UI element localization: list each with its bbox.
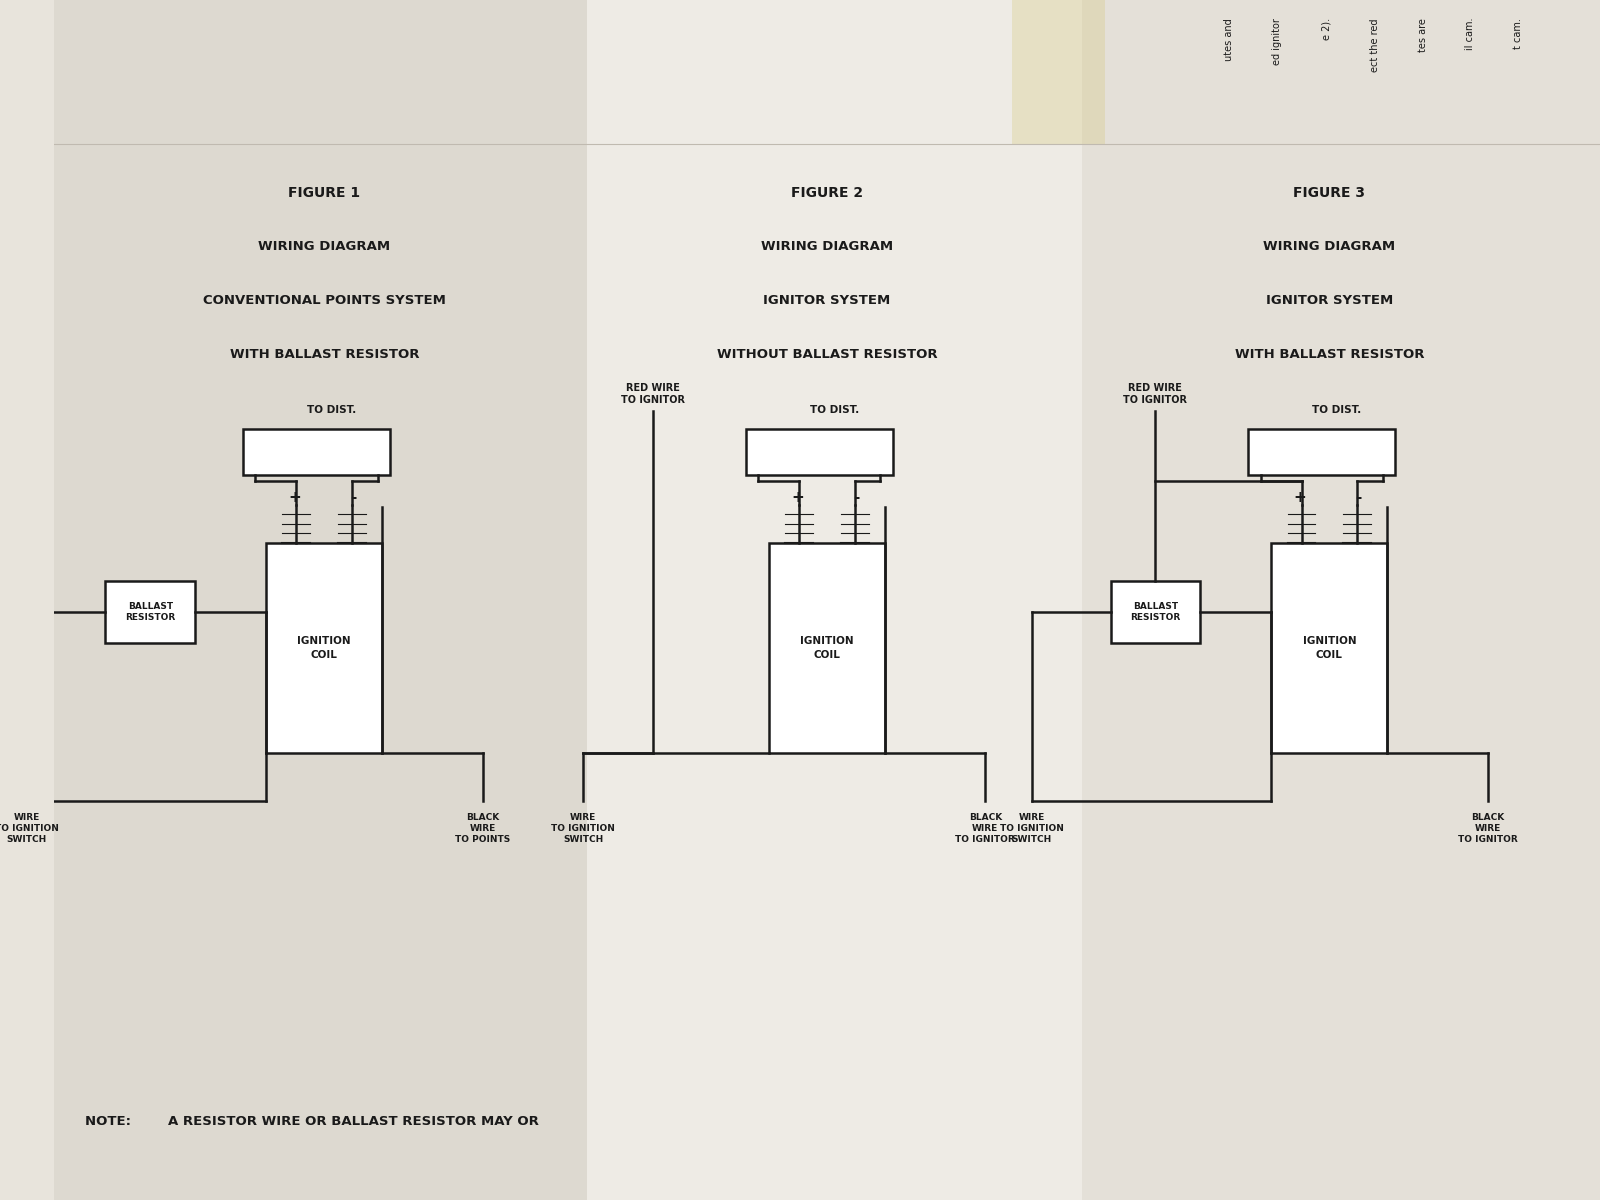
Bar <box>106 581 195 643</box>
Text: RED WIRE
TO IGNITOR: RED WIRE TO IGNITOR <box>1123 383 1187 404</box>
Text: FIGURE 1: FIGURE 1 <box>288 186 360 200</box>
Text: CONVENTIONAL POINTS SYSTEM: CONVENTIONAL POINTS SYSTEM <box>203 294 446 307</box>
Bar <box>587 0 1082 1200</box>
Text: +: + <box>790 490 803 505</box>
Text: il cam.: il cam. <box>1466 18 1475 50</box>
Text: FIGURE 2: FIGURE 2 <box>790 186 862 200</box>
Text: t cam.: t cam. <box>1514 18 1523 49</box>
Text: BALLAST
RESISTOR: BALLAST RESISTOR <box>125 602 176 622</box>
Text: -: - <box>350 490 357 505</box>
Text: WIRE
TO IGNITION
SWITCH: WIRE TO IGNITION SWITCH <box>1000 814 1064 844</box>
Text: TO DIST.: TO DIST. <box>1312 404 1362 415</box>
Text: ed ignitor: ed ignitor <box>1272 18 1282 65</box>
Bar <box>1110 581 1200 643</box>
Bar <box>54 0 587 1200</box>
Text: WIRING DIAGRAM: WIRING DIAGRAM <box>258 240 390 253</box>
Text: WIRE
TO IGNITION
SWITCH: WIRE TO IGNITION SWITCH <box>552 814 616 844</box>
Text: WITH BALLAST RESISTOR: WITH BALLAST RESISTOR <box>1235 348 1424 361</box>
Text: +: + <box>288 490 301 505</box>
Bar <box>243 430 390 475</box>
Text: -: - <box>853 490 859 505</box>
Text: BALLAST
RESISTOR: BALLAST RESISTOR <box>1130 602 1181 622</box>
Text: WIRING DIAGRAM: WIRING DIAGRAM <box>1264 240 1395 253</box>
Text: BLACK
WIRE
TO POINTS: BLACK WIRE TO POINTS <box>454 814 510 844</box>
Text: FIGURE 3: FIGURE 3 <box>1293 186 1365 200</box>
Bar <box>1013 0 1106 144</box>
Bar <box>1082 0 1600 1200</box>
Text: IGNITOR SYSTEM: IGNITOR SYSTEM <box>1266 294 1394 307</box>
Text: WITH BALLAST RESISTOR: WITH BALLAST RESISTOR <box>229 348 419 361</box>
Text: WIRING DIAGRAM: WIRING DIAGRAM <box>760 240 893 253</box>
Text: BLACK
WIRE
TO IGNITOR: BLACK WIRE TO IGNITOR <box>955 814 1014 844</box>
Text: e 2).: e 2). <box>1322 18 1331 40</box>
Text: -: - <box>1355 490 1362 505</box>
Text: BLACK
WIRE
TO IGNITOR: BLACK WIRE TO IGNITOR <box>1458 814 1518 844</box>
Text: WITHOUT BALLAST RESISTOR: WITHOUT BALLAST RESISTOR <box>717 348 938 361</box>
Text: +: + <box>1294 490 1306 505</box>
Text: RED WIRE
TO IGNITOR: RED WIRE TO IGNITOR <box>621 383 685 404</box>
Bar <box>770 542 885 754</box>
Text: ect the red: ect the red <box>1370 18 1379 72</box>
Bar <box>1248 430 1395 475</box>
Text: IGNITION
COIL: IGNITION COIL <box>800 636 854 660</box>
Text: NOTE:        A RESISTOR WIRE OR BALLAST RESISTOR MAY OR: NOTE: A RESISTOR WIRE OR BALLAST RESISTO… <box>85 1115 539 1128</box>
Bar <box>266 542 382 754</box>
Text: IGNITION
COIL: IGNITION COIL <box>298 636 350 660</box>
Text: IGNITOR SYSTEM: IGNITOR SYSTEM <box>763 294 891 307</box>
Text: TO DIST.: TO DIST. <box>810 404 859 415</box>
Text: tes are: tes are <box>1418 18 1427 52</box>
Bar <box>1272 542 1387 754</box>
Text: IGNITION
COIL: IGNITION COIL <box>1302 636 1357 660</box>
Text: TO DIST.: TO DIST. <box>307 404 357 415</box>
Text: utes and: utes and <box>1224 18 1234 61</box>
Bar <box>746 430 893 475</box>
Text: WIRE
TO IGNITION
SWITCH: WIRE TO IGNITION SWITCH <box>0 814 59 844</box>
